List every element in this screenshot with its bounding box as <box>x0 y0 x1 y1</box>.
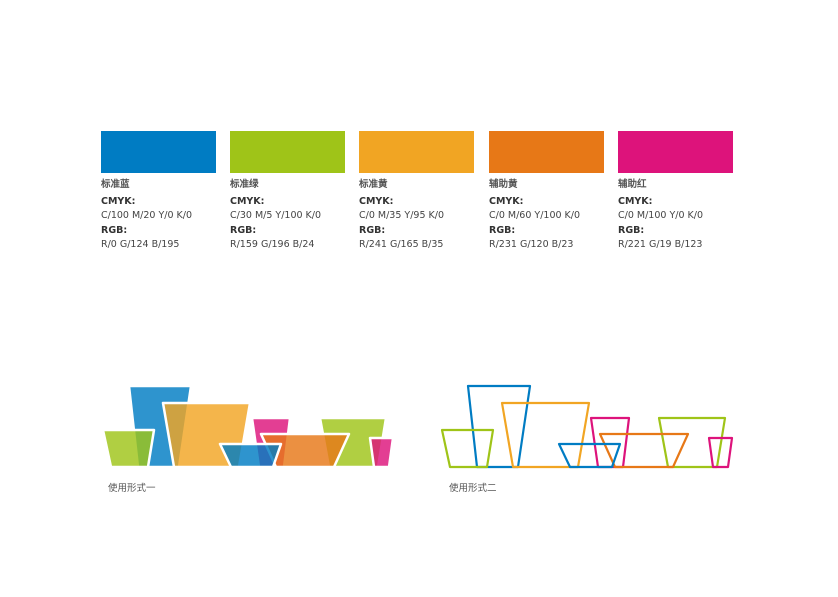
rgb-label: RGB: <box>230 224 257 236</box>
rgb-value: R/221 G/19 B/123 <box>618 239 703 250</box>
cmyk-label: CMYK: <box>359 195 394 207</box>
rgb-label: RGB: <box>618 224 645 236</box>
cmyk-label: CMYK: <box>101 195 136 207</box>
color-name: 标准黄 <box>359 179 388 190</box>
trapezoid-shape <box>101 428 156 469</box>
color-swatch: 标准绿 CMYK: C/30 M/5 Y/100 K/0 RGB: R/159 … <box>230 131 345 253</box>
color-swatch: 标准蓝 CMYK: C/100 M/20 Y/0 K/0 RGB: R/0 G/… <box>101 131 216 253</box>
trapezoid-shape <box>368 436 395 469</box>
rgb-value: R/241 G/165 B/35 <box>359 239 444 250</box>
color-chip <box>618 131 733 173</box>
trapezoid-shape <box>466 384 532 469</box>
color-chip <box>101 131 216 173</box>
color-swatch: 辅助红 CMYK: C/0 M/100 Y/0 K/0 RGB: R/221 G… <box>618 131 733 253</box>
color-chip <box>359 131 474 173</box>
color-name: 辅助黄 <box>489 179 518 190</box>
rgb-value: R/231 G/120 B/23 <box>489 239 574 250</box>
color-name: 标准蓝 <box>101 179 130 190</box>
cmyk-label: CMYK: <box>230 195 265 207</box>
rgb-label: RGB: <box>359 224 386 236</box>
cmyk-label: CMYK: <box>618 195 653 207</box>
trapezoid-shape <box>557 442 622 469</box>
rgb-label: RGB: <box>101 224 128 236</box>
cmyk-value: C/0 M/35 Y/95 K/0 <box>359 210 444 221</box>
usage-form-two-label: 使用形式二 <box>449 483 497 494</box>
color-swatch: 辅助黄 CMYK: C/0 M/60 Y/100 K/0 RGB: R/231 … <box>489 131 604 253</box>
cmyk-value: C/100 M/20 Y/0 K/0 <box>101 210 193 221</box>
trapezoid-shape <box>589 416 631 469</box>
trapezoid-shape <box>657 416 727 469</box>
rgb-value: R/159 G/196 B/24 <box>230 239 315 250</box>
trapezoid-shape <box>218 442 283 469</box>
usage-form-two-graphic <box>440 384 734 469</box>
cmyk-label: CMYK: <box>489 195 524 207</box>
trapezoid-shape <box>500 401 591 469</box>
cmyk-value: C/0 M/100 Y/0 K/0 <box>618 210 703 221</box>
rgb-value: R/0 G/124 B/195 <box>101 239 180 250</box>
rgb-label: RGB: <box>489 224 516 236</box>
trapezoid-shape <box>598 432 690 469</box>
color-name: 辅助红 <box>618 179 647 190</box>
trapezoid-shape <box>440 428 495 469</box>
trapezoid-shape <box>707 436 734 469</box>
usage-form-one-graphic <box>101 384 395 469</box>
color-chip <box>489 131 604 173</box>
color-name: 标准绿 <box>230 179 259 190</box>
cmyk-value: C/30 M/5 Y/100 K/0 <box>230 210 322 221</box>
usage-form-one-label: 使用形式一 <box>108 483 156 494</box>
color-swatch: 标准黄 CMYK: C/0 M/35 Y/95 K/0 RGB: R/241 G… <box>359 131 474 253</box>
color-chip <box>230 131 345 173</box>
cmyk-value: C/0 M/60 Y/100 K/0 <box>489 210 581 221</box>
